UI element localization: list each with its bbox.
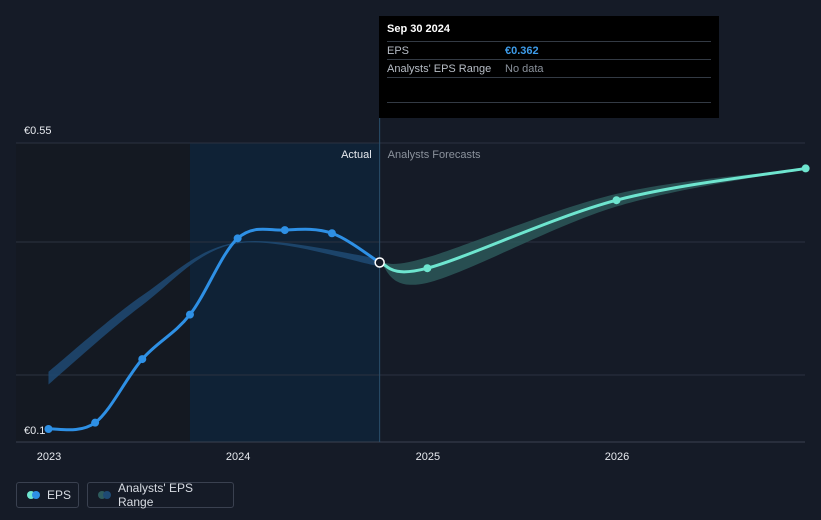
eps-swatch-icon [27,491,40,499]
series-points [44,164,810,433]
legend-range-label: Analysts' EPS Range [118,481,193,509]
range-bands [48,168,806,385]
range-swatch-icon [98,491,111,499]
tooltip-empty-row [387,77,711,103]
forecast-range-band [379,168,806,285]
eps-point [233,234,242,243]
x-tick-label: 2023 [37,451,61,463]
tooltip-eps-value: €0.362 [505,44,539,57]
x-tick-labels: 2023 2024 2025 2026 [37,451,629,463]
eps-point [91,418,100,427]
x-tick-label: 2024 [226,451,250,463]
eps-point [138,355,147,364]
tooltip-range-value: No data [505,62,544,75]
eps-line [48,227,381,432]
eps-point [185,310,194,319]
forecast-point [801,164,810,173]
eps-point [327,229,336,238]
legend-eps-button[interactable]: EPS [16,482,79,508]
x-tick-label: 2025 [416,451,440,463]
past-shade [16,143,190,442]
tooltip-range-label: Analysts' EPS Range [387,62,492,75]
legend-eps-label: EPS [47,488,72,502]
tooltip-eps-row: EPS €0.362 [387,41,711,59]
grid-lines [16,142,805,443]
forecast-point [612,196,621,205]
y-tick-label: €0.1 [24,425,45,437]
y-tick-label: €0.55 [24,125,52,137]
forecast-label: Analysts Forecasts [388,149,481,161]
forecast-line [379,166,806,274]
y-tick-labels: €0.55 €0.1 [24,125,52,437]
x-tick-label: 2026 [605,451,629,463]
selected-point [374,257,385,268]
legend-range-button[interactable]: Analysts' EPS Range [87,481,234,509]
actual-label: Actual [341,149,372,161]
tooltip: Sep 30 2024 EPS €0.362 Analysts' EPS Ran… [379,16,719,118]
forecast-point [423,264,432,273]
tooltip-date: Sep 30 2024 [387,23,450,35]
tooltip-range-row: Analysts' EPS Range No data [387,59,711,77]
eps-point [280,226,289,235]
highlight-region [189,143,380,442]
series-lines [48,166,806,432]
eps-point [44,425,53,433]
tooltip-eps-label: EPS [387,44,410,57]
past-range-band [48,240,380,385]
